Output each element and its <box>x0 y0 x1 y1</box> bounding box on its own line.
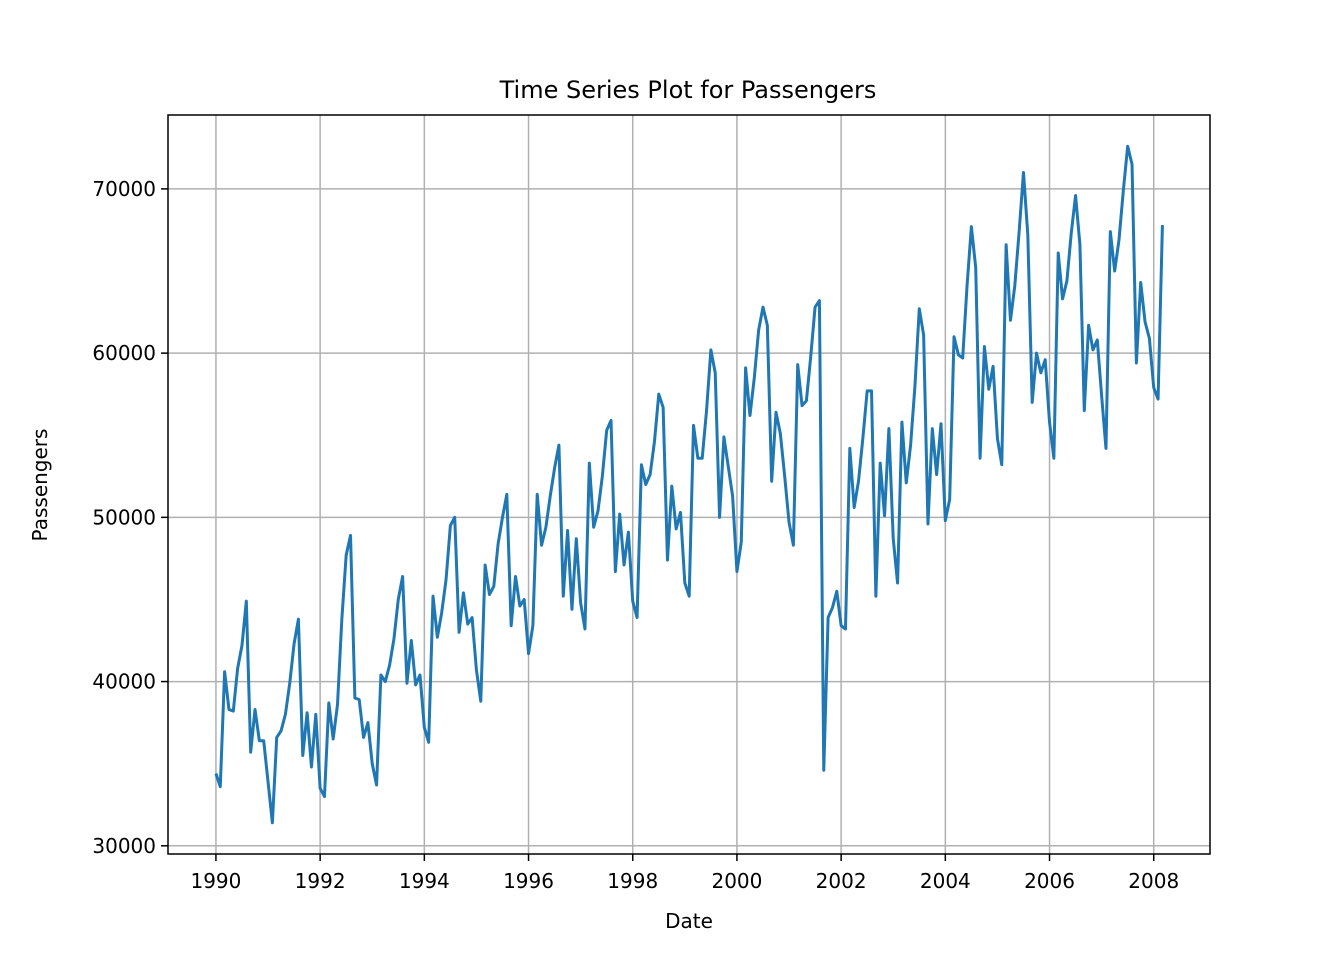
x-axis-label: Date <box>665 909 713 933</box>
x-tick-label: 2006 <box>1024 869 1075 893</box>
x-tick-label: 1996 <box>503 869 554 893</box>
y-tick-label: 30000 <box>92 834 156 858</box>
plot-area-frame <box>167 114 1211 855</box>
x-tick-label: 1998 <box>607 869 658 893</box>
y-tick-label: 40000 <box>92 670 156 694</box>
x-tick-label: 2004 <box>920 869 971 893</box>
y-axis-label: Passengers <box>28 429 52 542</box>
grid-lines <box>168 115 1210 854</box>
axis-ticks: 1990 1992 1994 1996 1998 2000 2002 2004 2006 2008… <box>92 177 1179 893</box>
x-tick-label: 1994 <box>399 869 450 893</box>
y-tick-label: 50000 <box>92 505 156 529</box>
x-tick-label: 1990 <box>190 869 241 893</box>
passengers-series-line <box>214 144 1164 825</box>
chart-title: Time Series Plot for Passengers <box>499 76 877 104</box>
x-tick-label: 2002 <box>816 869 867 893</box>
x-tick-label: 1992 <box>295 869 346 893</box>
y-tick-label: 70000 <box>92 177 156 201</box>
x-tick-label: 2008 <box>1128 869 1179 893</box>
y-tick-label: 60000 <box>92 341 156 365</box>
x-tick-label: 2000 <box>711 869 762 893</box>
